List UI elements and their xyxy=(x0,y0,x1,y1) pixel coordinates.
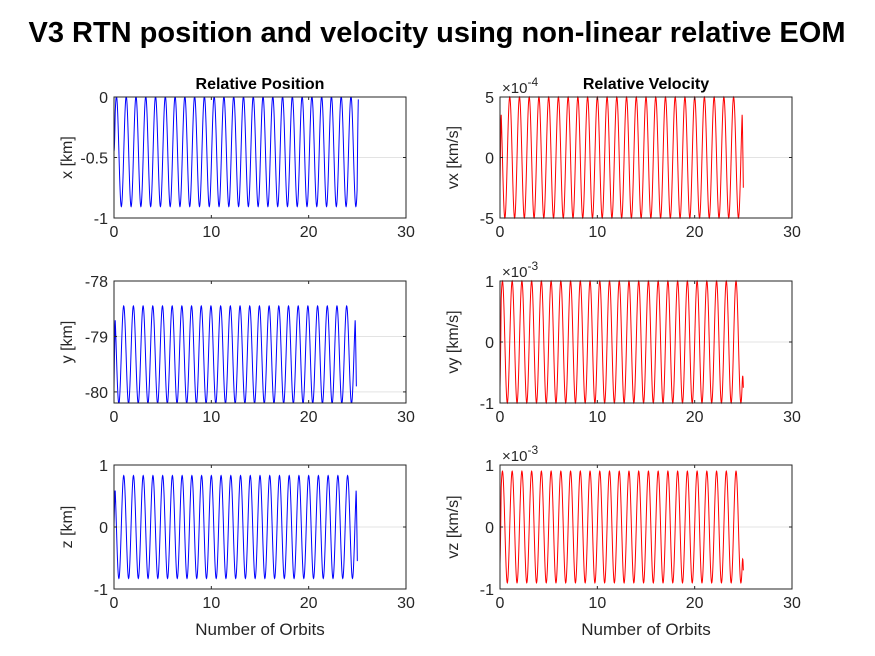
x-tick-label: 10 xyxy=(202,409,220,426)
x-tick-label: 30 xyxy=(397,595,415,612)
y-tick-label: -79 xyxy=(85,329,108,346)
y-tick-label: 1 xyxy=(485,458,494,475)
axes-box xyxy=(113,280,407,404)
subplot-pos-x: 0 10 20 30 -1 -0.5 0 x [km] Relative Position xyxy=(59,76,415,241)
y-tick-label: -1 xyxy=(94,211,108,228)
x-tick-label: 0 xyxy=(110,224,119,241)
subplot-pos-y: 0 10 20 30 -80 -79 -78 y [km] xyxy=(59,274,415,426)
x-tick-label: 0 xyxy=(110,595,119,612)
subplot-vel-z: 0 10 20 30-101×10-3vz [km/s]Number of Orbit… xyxy=(445,443,801,639)
subplot-title: Relative Velocity xyxy=(583,76,709,93)
y-tick-label: -78 xyxy=(85,274,108,291)
y-tick-label: 0 xyxy=(485,520,494,537)
y-axis-label: z [km] xyxy=(59,506,76,549)
y-axis-label: vx [km/s] xyxy=(445,126,462,189)
x-tick-label: 30 xyxy=(783,409,801,426)
y-tick-label: -1 xyxy=(480,582,494,599)
x-axis-label: Number of Orbits xyxy=(195,620,324,639)
series-line xyxy=(499,279,744,405)
x-tick-label: 10 xyxy=(588,409,606,426)
x-tick-label: 20 xyxy=(300,595,318,612)
y-tick-label: -0.5 xyxy=(80,151,108,168)
y-axis-label: vz [km/s] xyxy=(445,495,462,558)
y-tick-label: -1 xyxy=(480,396,494,413)
y-tick-label: 1 xyxy=(485,274,494,291)
y-tick-label: 0 xyxy=(99,520,108,537)
series-line xyxy=(113,96,359,208)
y-axis-label: x [km] xyxy=(59,136,76,179)
x-tick-label: 0 xyxy=(496,409,505,426)
subplot-title: Relative Position xyxy=(196,76,325,93)
y-tick-label: 0 xyxy=(485,151,494,168)
axes-background xyxy=(114,281,406,403)
y-tick-label: -80 xyxy=(85,385,108,402)
series-line xyxy=(499,470,744,584)
x-tick-label: 20 xyxy=(686,595,704,612)
subplot-vel-x: 0 10 20 30-505×10-4vx [km/s]Relative Veloci… xyxy=(445,75,801,241)
subplot-vel-y: 0 10 20 30-101×10-3vy [km/s] xyxy=(445,259,801,426)
x-tick-label: 10 xyxy=(588,595,606,612)
x-tick-label: 30 xyxy=(783,224,801,241)
x-tick-label: 30 xyxy=(783,595,801,612)
x-tick-label: 20 xyxy=(686,409,704,426)
x-tick-label: 20 xyxy=(300,224,318,241)
x-tick-label: 30 xyxy=(397,409,415,426)
y-tick-label: 0 xyxy=(99,90,108,107)
x-tick-label: 0 xyxy=(496,595,505,612)
x-tick-label: 20 xyxy=(300,409,318,426)
x-tick-label: 0 xyxy=(110,409,119,426)
x-tick-label: 0 xyxy=(496,224,505,241)
y-tick-label: -5 xyxy=(480,211,494,228)
x-tick-label: 30 xyxy=(397,224,415,241)
y-tick-label: 5 xyxy=(485,90,494,107)
x-tick-label: 10 xyxy=(202,224,220,241)
y-tick-label: 1 xyxy=(99,458,108,475)
y-axis-label: vy [km/s] xyxy=(445,310,462,373)
y-axis-label: y [km] xyxy=(59,321,76,364)
x-axis-label: Number of Orbits xyxy=(581,620,710,639)
y-exponent-label: ×10-3 xyxy=(502,259,538,281)
x-tick-label: 10 xyxy=(202,595,220,612)
y-exponent-label: ×10-3 xyxy=(502,443,538,465)
figure-title: V3 RTN position and velocity using non-l… xyxy=(29,17,846,49)
y-exponent-label: ×10-4 xyxy=(502,75,538,97)
y-tick-label: -1 xyxy=(94,582,108,599)
y-tick-label: 0 xyxy=(485,335,494,352)
x-tick-label: 20 xyxy=(686,224,704,241)
series-line xyxy=(113,474,358,580)
x-tick-label: 10 xyxy=(588,224,606,241)
